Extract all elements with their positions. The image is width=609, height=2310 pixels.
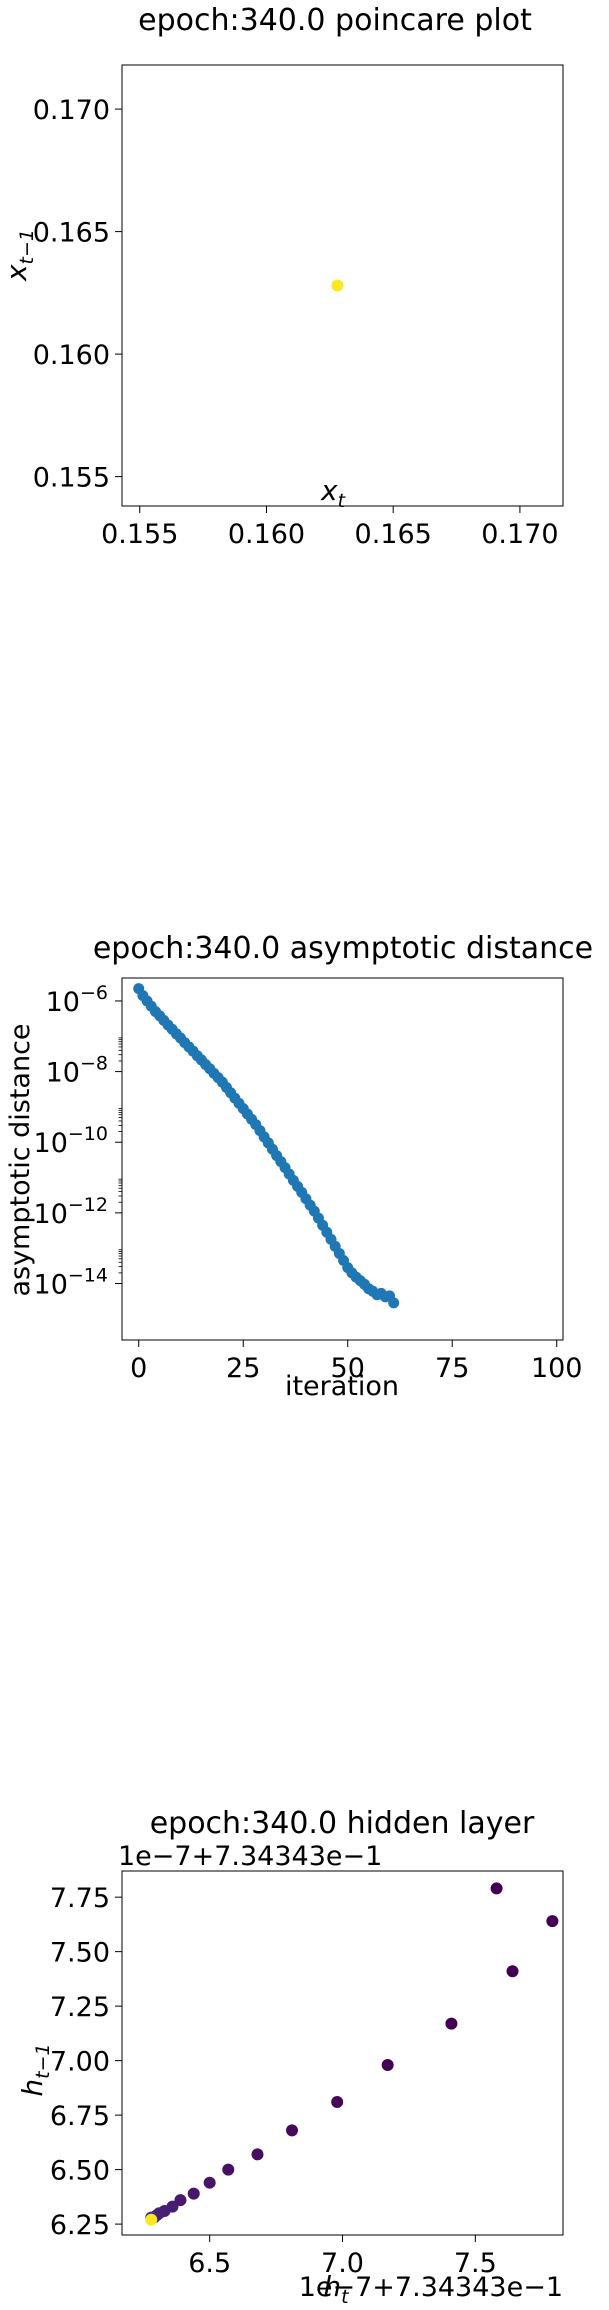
asymptotic-y-tick-exponent: −10	[68, 1123, 108, 1145]
hidden-y-tick-label: 7.25	[50, 1992, 110, 2023]
asymptotic-y-tick-label: 10−6	[46, 982, 108, 1018]
asymptotic-chart: epoch:340.0 asymptotic distance 0 25 50 75 1…	[5, 931, 593, 1402]
asymptotic-x-tick-label: 50	[331, 1353, 365, 1384]
hidden-y-tick-label: 7.50	[50, 1938, 110, 1969]
poincare-point	[331, 279, 344, 292]
poincare-x-tick-label: 0.165	[355, 519, 432, 550]
hidden-x-tick-label: 7.5	[454, 2248, 497, 2279]
hidden-point	[445, 2017, 458, 2030]
asymptotic-x-label: iteration	[285, 1371, 399, 1402]
hidden-point	[222, 2163, 235, 2176]
hidden-point	[490, 1882, 503, 1895]
poincare-x-tick-label: 0.170	[481, 519, 558, 550]
asymptotic-frame	[121, 977, 564, 1341]
hidden-y-label: ht−1	[16, 2043, 54, 2096]
asymptotic-y-label: asymptotic distance	[5, 1023, 36, 1296]
asymptotic-y-tick-base: 10	[34, 1128, 68, 1159]
asymptotic-x-tick-label: 100	[531, 1353, 583, 1384]
asymptotic-y-tick-base: 10	[46, 987, 80, 1018]
hidden-layer-chart: epoch:340.0 hidden layer 1e−7+7.34343e−1…	[16, 1806, 564, 2308]
poincare-x-ticks: 0.155 0.160 0.165 0.170	[101, 506, 559, 550]
asymptotic-point	[388, 1297, 400, 1309]
poincare-y-label: xt−1	[0, 229, 38, 282]
hidden-x-label-sub: t	[341, 2286, 350, 2308]
hidden-title: epoch:340.0 hidden layer	[150, 1806, 535, 1841]
poincare-y-label-sub: t−1	[16, 229, 38, 264]
poincare-y-label-main: x	[0, 264, 33, 282]
asymptotic-title: epoch:340.0 asymptotic distance	[93, 931, 593, 966]
hidden-y-offset: 1e−7+7.34343e−1	[118, 1841, 382, 1872]
hidden-y-tick-label: 6.50	[50, 2156, 110, 2187]
hidden-y-ticks: 6.25 6.50 6.75 7.00 7.25 7.50 7.75	[50, 1883, 122, 2241]
asymptotic-x-tick-label: 75	[435, 1353, 469, 1384]
asymptotic-y-tick-exponent: −12	[68, 1194, 108, 1216]
hidden-point	[251, 2148, 264, 2161]
hidden-point	[506, 1965, 519, 1978]
poincare-y-tick-label: 0.160	[33, 340, 110, 371]
asymptotic-x-tick-label: 0	[130, 1353, 147, 1384]
poincare-title: epoch:340.0 poincare plot	[138, 3, 532, 38]
asymptotic-y-tick-base: 10	[46, 1058, 80, 1089]
hidden-y-tick-label: 6.75	[50, 2101, 110, 2132]
asymptotic-y-tick-label: 10−12	[34, 1194, 108, 1230]
hidden-y-label-main: h	[16, 2079, 49, 2097]
poincare-x-tick-label: 0.160	[228, 519, 305, 550]
poincare-x-label-main: x	[320, 474, 338, 507]
hidden-x-offset: 1e−7+7.34343e−1	[299, 2272, 563, 2303]
asymptotic-y-tick-exponent: −14	[68, 1264, 108, 1286]
hidden-y-label-sub: t−1	[32, 2043, 54, 2078]
hidden-point	[174, 2194, 187, 2207]
hidden-points	[145, 1882, 559, 2226]
poincare-frame	[121, 64, 564, 507]
hidden-point	[187, 2187, 200, 2200]
hidden-y-tick-label: 6.25	[50, 2210, 110, 2241]
asymptotic-y-tick-label: 10−10	[34, 1123, 108, 1159]
hidden-x-tick-label: 6.5	[188, 2248, 231, 2279]
poincare-y-ticks: 0.155 0.160 0.165 0.170	[33, 95, 122, 494]
poincare-x-label-sub: t	[338, 490, 347, 512]
poincare-chart: epoch:340.0 poincare plot 0.155 0.160 0.16…	[0, 3, 564, 550]
poincare-y-tick-label: 0.165	[33, 218, 110, 249]
asymptotic-y-tick-label: 10−14	[34, 1264, 108, 1300]
hidden-point	[203, 2176, 216, 2189]
hidden-y-tick-label: 7.00	[50, 2047, 110, 2078]
hidden-point	[381, 2058, 394, 2071]
asymptotic-y-tick-exponent: −8	[80, 1053, 108, 1075]
asymptotic-y-tick-exponent: −6	[80, 982, 108, 1004]
asymptotic-x-ticks: 0 25 50 75 100	[130, 1340, 583, 1384]
poincare-x-tick-label: 0.155	[101, 519, 178, 550]
asymptotic-y-tick-label: 10−8	[46, 1053, 108, 1089]
hidden-y-tick-label: 7.75	[50, 1883, 110, 1914]
hidden-point	[546, 1915, 559, 1928]
hidden-x-label: ht	[323, 2270, 350, 2308]
asymptotic-x-tick-label: 25	[226, 1353, 260, 1384]
hidden-point	[331, 2096, 344, 2109]
hidden-x-ticks: 6.5 7.0 7.5	[188, 2235, 497, 2279]
poincare-points	[331, 279, 344, 292]
asymptotic-points	[133, 983, 400, 1309]
poincare-x-label: xt	[320, 474, 347, 512]
hidden-point	[145, 2213, 158, 2226]
asymptotic-y-tick-base: 10	[34, 1269, 68, 1300]
hidden-x-label-main: h	[323, 2270, 341, 2303]
poincare-y-tick-label: 0.155	[33, 463, 110, 494]
hidden-x-tick-label: 7.0	[321, 2248, 364, 2279]
asymptotic-y-tick-base: 10	[34, 1199, 68, 1230]
hidden-frame	[121, 1870, 564, 2236]
hidden-point	[286, 2124, 299, 2137]
poincare-y-tick-label: 0.170	[33, 95, 110, 126]
